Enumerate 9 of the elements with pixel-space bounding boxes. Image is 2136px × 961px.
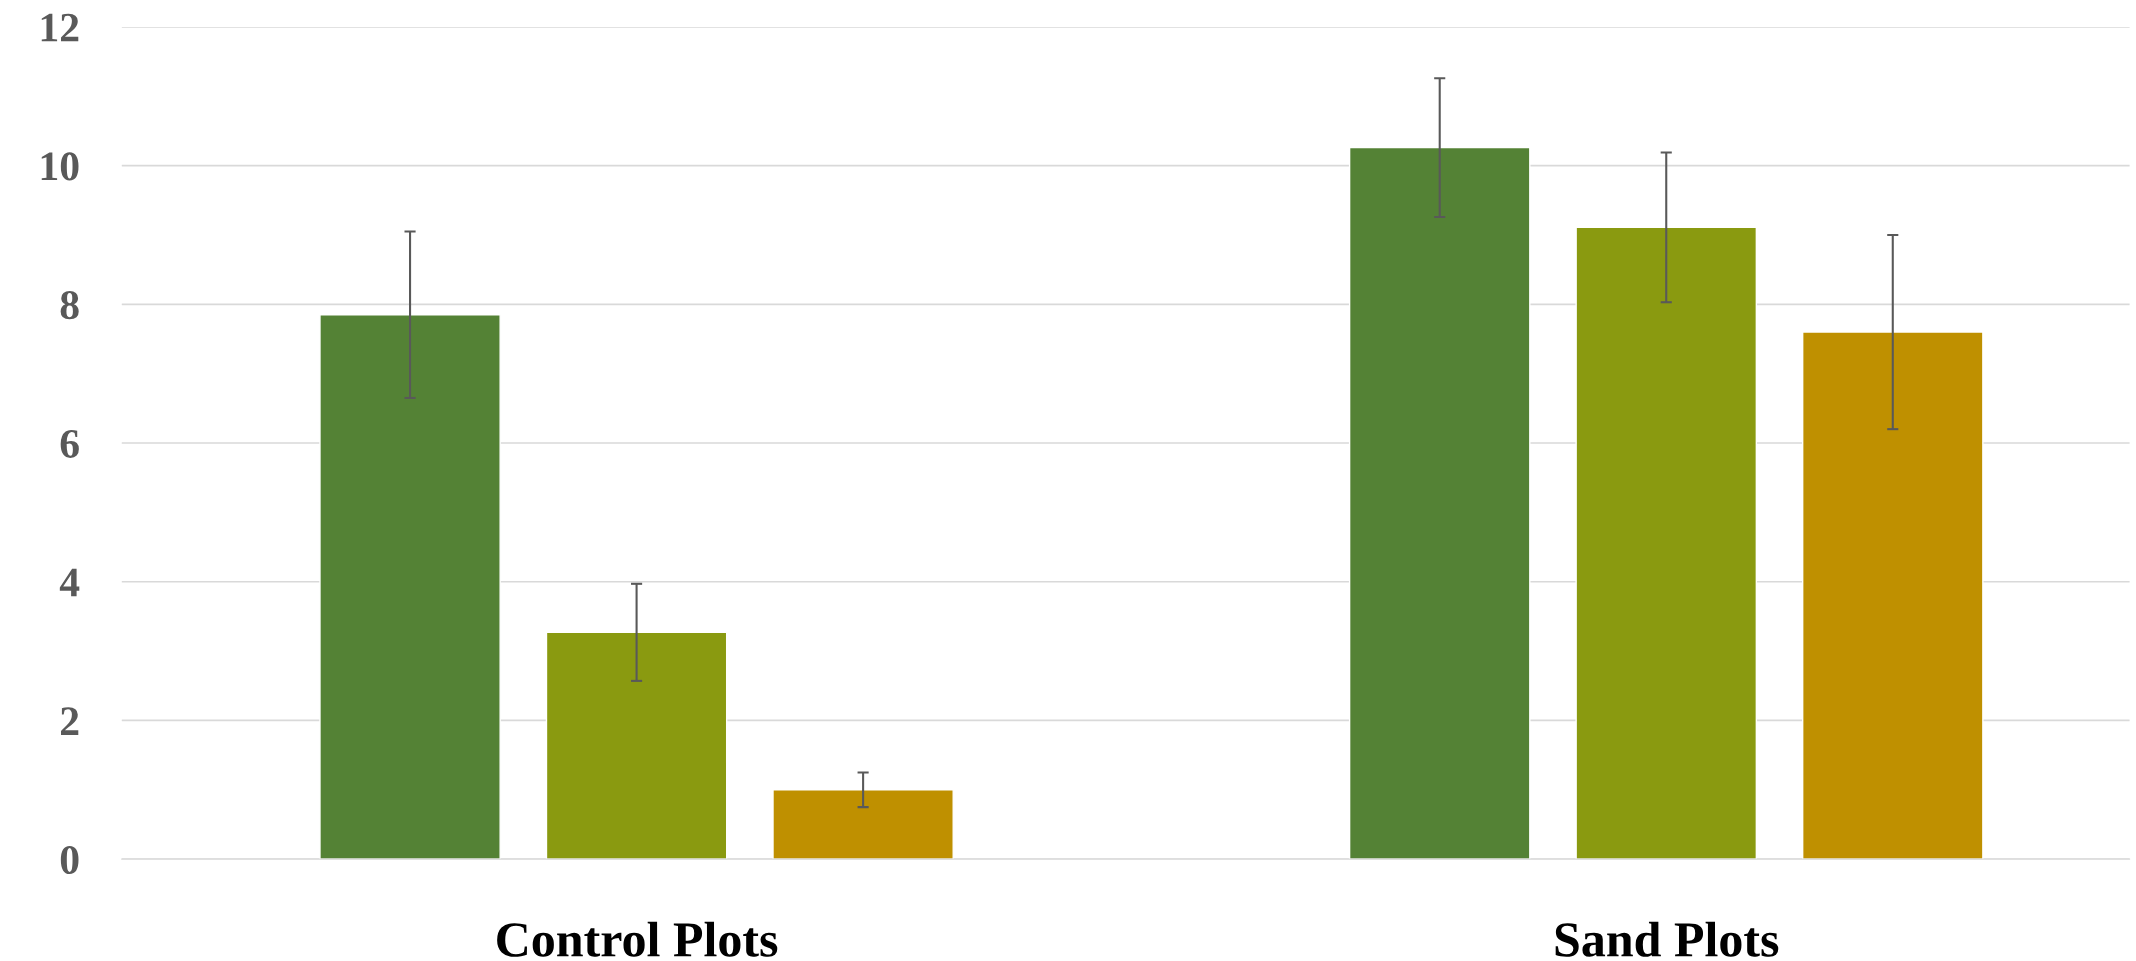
y-tick-label: 0 bbox=[60, 845, 79, 874]
y-tick-label: 6 bbox=[60, 429, 79, 458]
y-tick-label: 12 bbox=[41, 13, 79, 42]
y-tick-label: 2 bbox=[61, 707, 79, 735]
x-tick-label: Sand Plots bbox=[1555, 921, 1779, 957]
y-tick-label: 10 bbox=[41, 152, 79, 181]
y-tick-label: 4 bbox=[59, 568, 80, 597]
x-tick-label: Control Plots bbox=[497, 921, 778, 957]
y-tick-label: 8 bbox=[60, 291, 79, 320]
